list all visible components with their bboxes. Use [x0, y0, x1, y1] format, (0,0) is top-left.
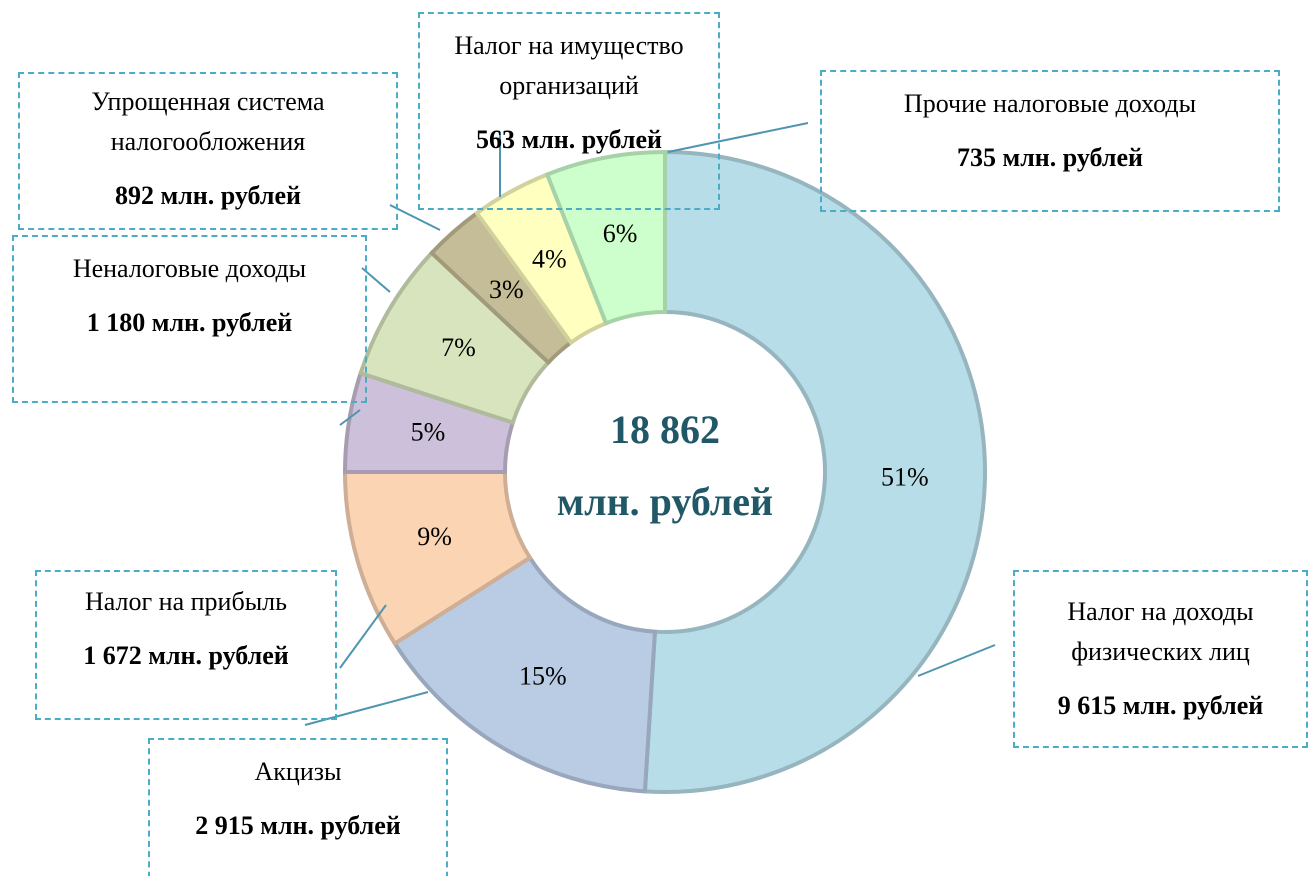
leader-line: [917, 644, 996, 677]
donut-slice: [544, 149, 667, 326]
percent-label: 51%: [881, 463, 929, 492]
percent-label: 6%: [603, 219, 638, 248]
category-name: Неналоговые доходы: [72, 254, 307, 283]
leader-line: [339, 604, 387, 669]
category-name: Акцизы: [254, 757, 342, 786]
donut-slice: [392, 554, 658, 794]
leader-line: [339, 409, 361, 426]
amount-label: 1 672 млн. рублей: [83, 641, 289, 670]
percent-label: 5%: [411, 417, 446, 446]
percent-label: 3%: [489, 275, 524, 304]
amount-label: 563 млн. рублей: [475, 125, 662, 154]
category-name: Прочие налоговые доходы: [903, 89, 1197, 118]
percent-label: 4%: [532, 245, 567, 274]
amount-label: 892 млн. рублей: [114, 181, 301, 210]
annotation-box: Налог на доходы физических лиц 9 615 млн.…: [1013, 570, 1308, 748]
leader-line: [667, 122, 809, 153]
category-name: Налог на доходы физических лиц: [1067, 597, 1254, 666]
percent-label: 9%: [417, 522, 452, 551]
category-name: Упрощенная система налогообложения: [91, 87, 325, 156]
amount-label: 9 615 млн. рублей: [1057, 691, 1264, 720]
leader-line: [389, 204, 441, 231]
amount-label: 735 млн. рублей: [956, 143, 1143, 172]
percent-label: 15%: [519, 662, 567, 691]
annotation-box: Налог на имущество организаций 563 млн. р…: [418, 12, 720, 210]
annotation-box: Акцизы 2 915 млн. рублей: [148, 738, 448, 876]
category-name: Налог на прибыль: [85, 587, 287, 616]
amount-label: 1 180 млн. рублей: [86, 308, 293, 337]
center-label: млн. рублей: [557, 479, 773, 524]
percent-label: 7%: [441, 333, 476, 362]
donut-slice: [642, 149, 987, 794]
annotation-box: Неналоговые доходы 1 180 млн. рублей: [12, 235, 367, 403]
amount-label: 2 915 млн. рублей: [195, 811, 401, 840]
annotation-box: Налог на прибыль 1 672 млн. рублей: [35, 570, 337, 720]
annotation-box: Упрощенная система налогообложения 892 мл…: [18, 72, 398, 230]
category-name: Налог на имущество организаций: [454, 31, 684, 100]
center-label: 18 862: [610, 407, 720, 452]
annotation-box: Прочие налоговые доходы 735 млн. рублей: [820, 70, 1280, 212]
